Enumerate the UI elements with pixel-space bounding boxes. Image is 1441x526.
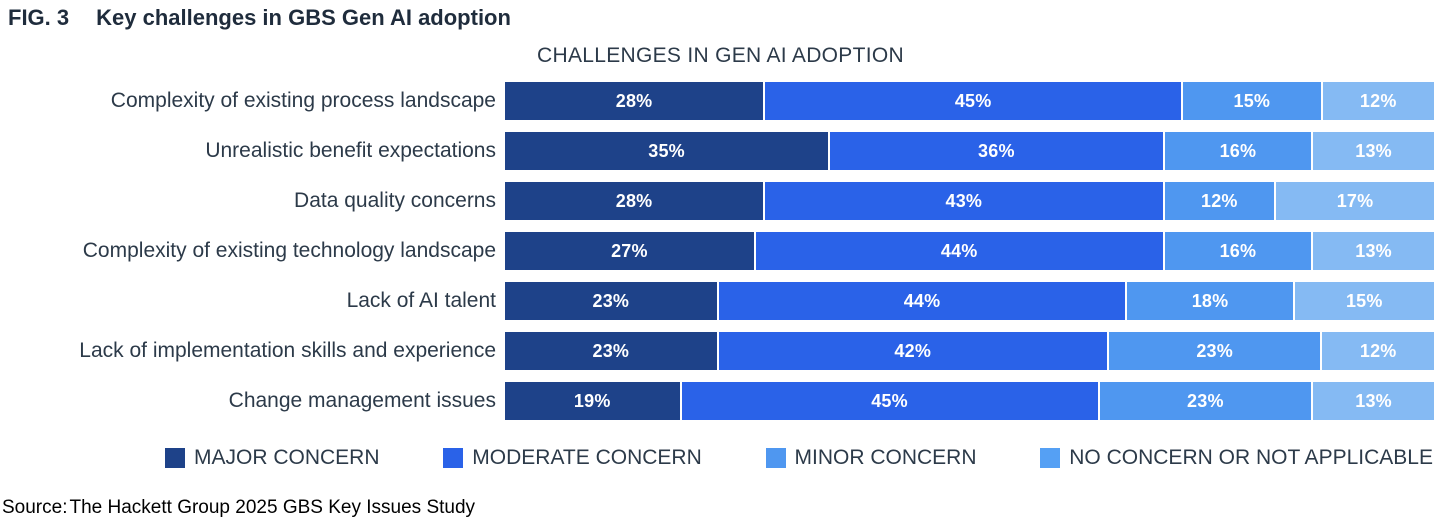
- category-label: Lack of implementation skills and experi…: [79, 339, 496, 362]
- bar-segment-minor: 23%: [1099, 382, 1314, 420]
- segment-value-label: 44%: [903, 290, 941, 311]
- stacked-bar: 28% 45% 15% 12%: [505, 82, 1434, 120]
- bar-segment-minor: 23%: [1108, 332, 1323, 370]
- category-label: Complexity of existing process landscape: [110, 89, 496, 112]
- bar-segment-major: 23%: [505, 282, 719, 320]
- legend-label-major: MAJOR CONCERN: [194, 446, 380, 469]
- segment-value-label: 13%: [1355, 140, 1392, 161]
- segment-value-label: 12%: [1359, 340, 1397, 361]
- bar-segment-none: 13%: [1313, 382, 1434, 420]
- segment-value-label: 12%: [1200, 190, 1238, 211]
- segment-value-label: 15%: [1233, 90, 1271, 111]
- chart-row: Data quality concerns 28% 43% 12% 17%: [0, 182, 1441, 220]
- segment-value-label: 13%: [1355, 390, 1392, 411]
- segment-value-label: 18%: [1191, 290, 1229, 311]
- bar-segment-moderate: 42%: [718, 332, 1109, 370]
- bar-segment-moderate: 45%: [681, 382, 1100, 420]
- segment-value-label: 23%: [1196, 340, 1233, 361]
- bar-segment-major: 28%: [505, 82, 766, 120]
- stacked-bar: 19% 45% 23% 13%: [505, 382, 1434, 420]
- legend-item-moderate: MODERATE CONCERN: [443, 446, 702, 470]
- segment-value-label: 36%: [978, 140, 1015, 161]
- bar-segment-none: 12%: [1322, 332, 1434, 370]
- chart-row: Lack of implementation skills and experi…: [0, 332, 1441, 370]
- bar-segment-moderate: 43%: [765, 182, 1165, 220]
- category-label: Change management issues: [228, 389, 496, 412]
- stacked-bar: 35% 36% 16% 13%: [505, 132, 1434, 170]
- figure-title: Key challenges in GBS Gen AI adoption: [96, 5, 511, 30]
- stacked-bar: 23% 44% 18% 15%: [505, 282, 1434, 320]
- legend-swatch-major: [165, 448, 185, 468]
- legend-swatch-minor: [765, 448, 786, 468]
- segment-value-label: 35%: [648, 140, 685, 161]
- bar-rows: Complexity of existing process landscape…: [0, 82, 1441, 420]
- segment-value-label: 43%: [945, 190, 983, 211]
- category-label: Complexity of existing technology landsc…: [82, 239, 496, 262]
- segment-value-label: 44%: [940, 240, 978, 261]
- segment-value-label: 15%: [1345, 290, 1383, 311]
- stacked-bar: 28% 43% 12% 17%: [505, 182, 1434, 220]
- segment-value-label: 23%: [592, 340, 630, 361]
- category-label: Lack of AI talent: [346, 289, 496, 312]
- chart-row: Change management issues 19% 45% 23% 13%: [0, 382, 1441, 420]
- legend-item-minor: MINOR CONCERN: [765, 446, 977, 470]
- legend-label-none: NO CONCERN OR NOT APPLICABLE: [1069, 446, 1433, 469]
- bar-segment-none: 13%: [1313, 232, 1434, 270]
- bar-segment-none: 13%: [1313, 132, 1434, 170]
- stacked-bar: 27% 44% 16% 13%: [505, 232, 1434, 270]
- segment-value-label: 27%: [611, 240, 648, 261]
- chart-row: Lack of AI talent 23% 44% 18% 15%: [0, 282, 1441, 320]
- bar-segment-minor: 16%: [1164, 132, 1314, 170]
- stacked-bar: 23% 42% 23% 12%: [505, 332, 1434, 370]
- segment-value-label: 12%: [1359, 90, 1397, 111]
- bar-segment-minor: 15%: [1183, 82, 1323, 120]
- bar-segment-major: 19%: [505, 382, 682, 420]
- bar-segment-minor: 12%: [1164, 182, 1277, 220]
- segment-value-label: 16%: [1219, 240, 1257, 261]
- legend-swatch-none: [1040, 448, 1061, 468]
- source-text: The Hackett Group 2025 GBS Key Issues St…: [69, 497, 476, 518]
- segment-value-label: 42%: [894, 340, 932, 361]
- legend-label-moderate: MODERATE CONCERN: [472, 446, 702, 469]
- figure-number: FIG. 3: [8, 5, 70, 30]
- legend-item-none: NO CONCERN OR NOT APPLICABLE: [1040, 446, 1433, 470]
- bar-segment-minor: 18%: [1127, 282, 1295, 320]
- legend-item-major: MAJOR CONCERN: [165, 446, 380, 470]
- segment-value-label: 23%: [1187, 390, 1224, 411]
- segment-value-label: 28%: [615, 90, 653, 111]
- figure-heading: FIG. 3 Key challenges in GBS Gen AI adop…: [0, 0, 1441, 31]
- bar-segment-minor: 16%: [1164, 232, 1314, 270]
- bar-segment-none: 17%: [1276, 182, 1434, 220]
- segment-value-label: 28%: [615, 190, 653, 211]
- bar-segment-major: 23%: [505, 332, 719, 370]
- legend-swatch-moderate: [443, 448, 464, 468]
- segment-value-label: 23%: [592, 290, 630, 311]
- bar-segment-moderate: 44%: [755, 232, 1165, 270]
- bar-segment-moderate: 36%: [830, 132, 1165, 170]
- segment-value-label: 19%: [573, 390, 611, 411]
- bar-segment-moderate: 45%: [765, 82, 1184, 120]
- segment-value-label: 13%: [1355, 240, 1392, 261]
- bar-segment-major: 28%: [505, 182, 766, 220]
- category-label: Data quality concerns: [294, 189, 496, 212]
- chart-row: Complexity of existing process landscape…: [0, 82, 1441, 120]
- legend-label-minor: MINOR CONCERN: [794, 446, 977, 469]
- source-line: Source: The Hackett Group 2025 GBS Key Is…: [2, 497, 1441, 519]
- bar-segment-major: 27%: [505, 232, 756, 270]
- segment-value-label: 17%: [1336, 190, 1374, 211]
- chart-row: Complexity of existing technology landsc…: [0, 232, 1441, 270]
- source-label: Source:: [2, 497, 68, 518]
- segment-value-label: 45%: [871, 390, 908, 411]
- chart-title: CHALLENGES IN GEN AI ADOPTION: [537, 44, 904, 67]
- bar-segment-major: 35%: [505, 132, 831, 170]
- segment-value-label: 45%: [954, 90, 992, 111]
- segment-value-label: 16%: [1219, 140, 1257, 161]
- category-label: Unrealistic benefit expectations: [205, 139, 496, 162]
- legend: MAJOR CONCERN MODERATE CONCERN MINOR CONCE…: [165, 446, 1433, 470]
- bar-segment-moderate: 44%: [718, 282, 1128, 320]
- bar-segment-none: 15%: [1294, 282, 1434, 320]
- bar-segment-none: 12%: [1322, 82, 1434, 120]
- chart-row: Unrealistic benefit expectations 35% 36% 16…: [0, 132, 1441, 170]
